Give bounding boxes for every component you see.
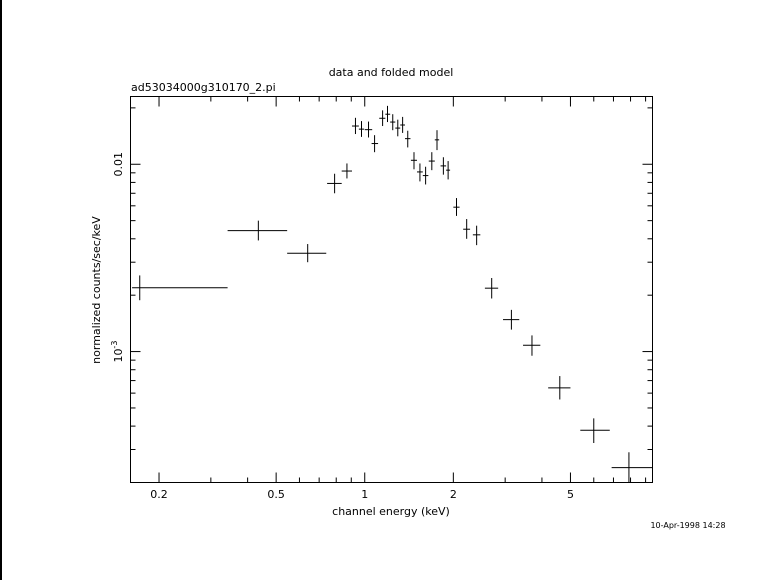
y-tick-label-text: 0.01 [112, 152, 125, 177]
data-point [404, 130, 411, 148]
data-point [327, 173, 342, 194]
x-tick-label: 2 [450, 488, 457, 501]
data-point [371, 135, 379, 153]
data-point [440, 157, 447, 175]
data-point [580, 418, 610, 444]
data-point [548, 376, 571, 400]
window-left-border [0, 0, 2, 580]
data-point [364, 121, 373, 138]
data-point [503, 309, 520, 330]
x-axis-label: channel energy (keV) [332, 505, 450, 518]
y-tick-label: 0.01 [112, 152, 125, 177]
data-point [132, 275, 228, 301]
axis-ticks [130, 96, 653, 483]
chart-title: data and folded model [329, 66, 454, 79]
data-point [453, 198, 460, 216]
x-tick-label: 0.2 [150, 488, 168, 501]
data-point [484, 278, 499, 299]
y-axis-label: normalized counts/sec/keV [90, 216, 103, 364]
data-point [379, 110, 386, 127]
data-point [390, 114, 396, 131]
x-tick-label: 1 [361, 488, 368, 501]
data-points [132, 105, 653, 483]
data-point [428, 152, 435, 171]
y-tick-label-text: 10-3 [110, 341, 125, 363]
x-tick-label: 0.5 [267, 488, 285, 501]
data-point [416, 163, 423, 182]
data-point [446, 161, 451, 180]
data-point [385, 105, 391, 123]
data-point [434, 130, 440, 151]
y-tick-label: 10-3 [110, 341, 125, 363]
plot-frame [130, 96, 653, 483]
data-point [351, 117, 359, 135]
timestamp-label: 10-Apr-1998 14:28 [650, 521, 725, 530]
axis-tick-labels: 0.2 0.5 1 2 5 0.01 10-3 [110, 152, 574, 501]
data-point [227, 220, 288, 241]
data-point [422, 166, 429, 185]
x-tick-label: 5 [567, 488, 574, 501]
data-point [523, 335, 541, 356]
data-point [341, 163, 352, 179]
data-point [287, 244, 327, 263]
data-point [472, 225, 481, 246]
chart-subtitle: ad53034000g310170_2.pi [131, 81, 276, 94]
data-point [611, 452, 653, 483]
data-point [358, 121, 365, 137]
data-point [395, 119, 401, 137]
data-point [400, 116, 405, 133]
data-point [463, 219, 471, 239]
data-point [410, 152, 417, 170]
